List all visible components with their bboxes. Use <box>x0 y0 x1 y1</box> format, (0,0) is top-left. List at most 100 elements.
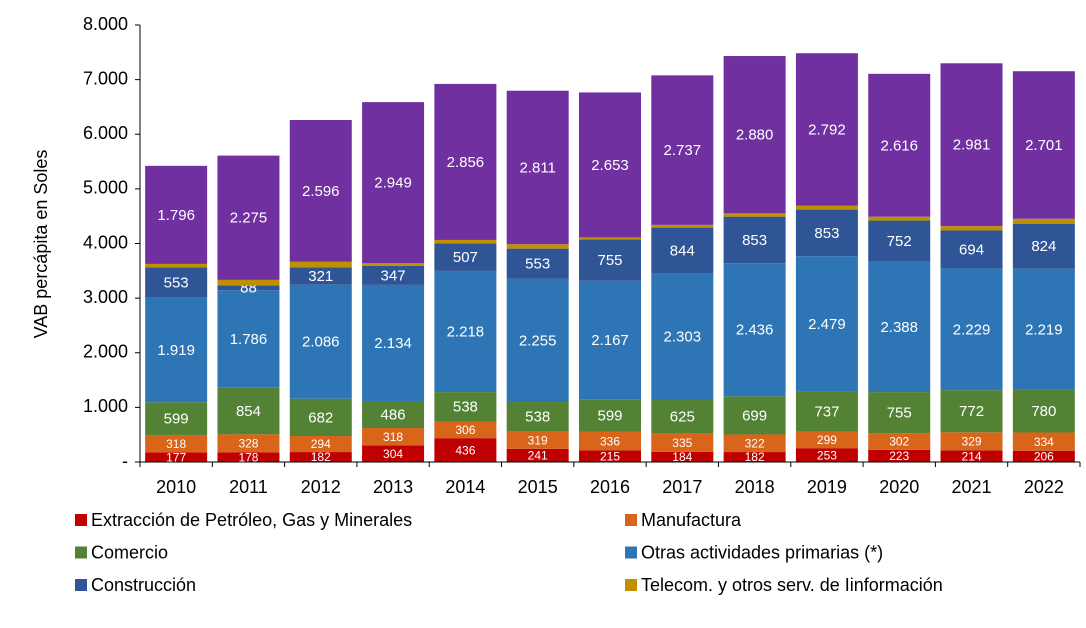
value-label: 294 <box>311 437 331 451</box>
value-label: 2.218 <box>447 323 485 340</box>
bar-segment <box>1012 268 1075 390</box>
bar-segment <box>723 56 786 214</box>
value-label: 2.167 <box>591 332 629 349</box>
value-label: 177 <box>166 450 186 464</box>
value-label: 2.653 <box>591 157 629 174</box>
bar-segment <box>1012 218 1075 224</box>
bar-segment <box>651 273 714 400</box>
bar-segment <box>289 284 352 399</box>
bar-segment <box>868 392 931 434</box>
value-label: 1.786 <box>230 331 268 348</box>
bar-segment <box>651 227 714 274</box>
x-tick-label: 2019 <box>807 477 847 497</box>
x-tick-label: 2018 <box>735 477 775 497</box>
value-label: 328 <box>238 436 258 450</box>
value-label: 682 <box>308 409 333 426</box>
y-tick-label: 5.000 <box>83 178 128 198</box>
value-label: 694 <box>959 241 984 258</box>
value-label: 436 <box>455 443 475 457</box>
value-label: 737 <box>814 404 839 421</box>
legend-label: Manufactura <box>641 510 742 530</box>
bar-segment <box>651 451 714 462</box>
bar-segment <box>506 90 569 245</box>
bar-segment <box>217 285 280 291</box>
bar-segment <box>651 399 714 434</box>
value-label: 538 <box>453 399 478 416</box>
value-label: 329 <box>962 434 982 448</box>
bar-segment <box>217 290 280 388</box>
value-label: 2.701 <box>1025 137 1063 154</box>
value-label: 772 <box>959 403 984 420</box>
bar-segment <box>651 224 714 228</box>
y-tick-label: - <box>122 451 128 471</box>
value-label: 824 <box>1031 238 1056 255</box>
value-label: 319 <box>528 433 548 447</box>
value-label: 223 <box>889 449 909 463</box>
bar-segment <box>868 433 931 450</box>
bar-segment <box>145 267 208 298</box>
value-label: 2.479 <box>808 316 846 333</box>
bar-segment <box>795 391 858 432</box>
value-label: 304 <box>383 447 403 461</box>
bar-segment <box>940 230 1003 269</box>
bar-segment <box>289 435 352 453</box>
legend-swatch <box>625 514 637 526</box>
bar-segment <box>940 226 1003 231</box>
value-label: 334 <box>1034 435 1054 449</box>
bar-segment <box>434 239 497 244</box>
bar-segment <box>940 450 1003 462</box>
bar-segment <box>506 431 569 449</box>
bar-segment <box>795 205 858 210</box>
value-label: 2.275 <box>230 210 268 227</box>
bar-segment <box>362 265 425 285</box>
value-label: 625 <box>670 409 695 426</box>
bar-segment <box>579 450 641 462</box>
bar-segment <box>579 239 641 281</box>
bar-segment <box>868 73 931 217</box>
value-label: 206 <box>1034 450 1054 464</box>
legend-label: Extracción de Petróleo, Gas y Minerales <box>91 510 412 530</box>
value-label: 2.981 <box>953 137 991 154</box>
legend-label: Telecom. y otros serv. de Iinformación <box>641 575 943 595</box>
bar-segment <box>579 431 641 451</box>
y-axis-label: VAB percápita en Soles <box>31 150 51 339</box>
x-tick-label: 2015 <box>518 477 558 497</box>
legend-swatch <box>75 579 87 591</box>
x-tick-label: 2020 <box>879 477 919 497</box>
bar-segment <box>868 449 931 462</box>
y-tick-label: 1.000 <box>83 396 128 416</box>
value-label: 215 <box>600 449 620 463</box>
bar-segment <box>145 297 208 403</box>
value-label: 2.856 <box>447 154 485 171</box>
bar-segment <box>723 216 786 264</box>
bar-segment <box>1012 432 1075 451</box>
bar-segment <box>868 261 931 393</box>
y-tick-label: 7.000 <box>83 68 128 88</box>
value-label: 2.737 <box>664 142 702 159</box>
bar-segment <box>217 434 280 453</box>
bar-segment <box>723 396 786 435</box>
legend-label: Otras actividades primarias (*) <box>641 542 883 562</box>
value-label: 318 <box>383 430 403 444</box>
value-label: 2.811 <box>519 159 555 176</box>
value-label: 2.255 <box>519 332 557 349</box>
value-label: 2.880 <box>736 127 774 144</box>
value-label: 2.219 <box>1025 321 1063 338</box>
value-label: 2.436 <box>736 322 774 339</box>
bar-segment <box>217 452 280 462</box>
bar-segment <box>795 256 858 392</box>
bar-segment <box>145 402 208 435</box>
value-label: 755 <box>887 405 912 422</box>
bar-segment <box>579 280 641 400</box>
legend-swatch <box>75 546 87 559</box>
bar-segment <box>217 279 280 286</box>
bar-segment <box>362 445 425 462</box>
value-label: 844 <box>670 243 695 260</box>
bar-segment <box>795 209 858 257</box>
value-label: 241 <box>528 449 548 463</box>
bar-segment <box>868 216 931 221</box>
x-tick-label: 2011 <box>229 477 268 497</box>
bar-segment <box>651 75 714 225</box>
value-label: 780 <box>1031 403 1056 420</box>
value-label: 755 <box>597 252 622 269</box>
